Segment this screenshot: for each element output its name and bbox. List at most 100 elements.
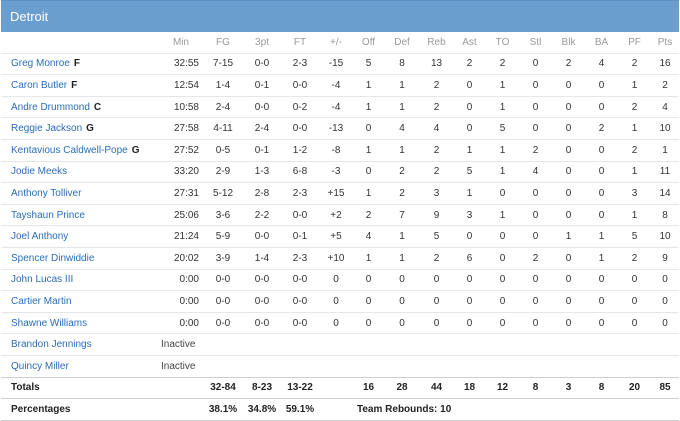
stat-pf: 1 — [618, 160, 651, 183]
player-cell: Reggie Jackson G — [1, 117, 159, 140]
player-cell: Cartier Martin — [1, 290, 159, 313]
stat-to: 1 — [486, 160, 519, 183]
header-stl: Stl — [529, 36, 542, 48]
player-row: Andre Drummond C 10:58 2-4 0-0 0-2 -4 1 1 2 0 1 0 0 0 2… — [1, 95, 679, 118]
player-name-link[interactable]: John Lucas III — [11, 274, 74, 286]
player-name-link[interactable]: Andre Drummond — [11, 101, 90, 113]
stat-stl: 0 — [519, 203, 552, 226]
team-rebounds: Team Rebounds: 10 — [353, 398, 552, 421]
stat-reb: 4 — [420, 117, 453, 140]
stat-ast: 3 — [453, 203, 486, 226]
stat-3pt: 0-0 — [243, 268, 281, 291]
stat-fg: 2-4 — [203, 95, 243, 118]
stat-ast: 0 — [453, 225, 486, 248]
header-ft: FT — [293, 36, 307, 48]
player-name-link[interactable]: Spencer Dinwiddie — [11, 252, 95, 264]
stat-to: 1 — [486, 95, 519, 118]
stat-def: 4 — [384, 117, 420, 140]
stat-blk: 0 — [552, 117, 585, 140]
player-row: Joel Anthony 21:24 5-9 0-0 0-1 +5 4 1 5 0 0 0 1 1 5 10 — [1, 225, 679, 248]
stat-pf: 1 — [618, 203, 651, 226]
stat-reb: 0 — [420, 290, 453, 313]
stat-pts: 4 — [651, 95, 679, 118]
player-name-link[interactable]: Cartier Martin — [11, 295, 72, 307]
stat-ba: 0 — [585, 138, 618, 162]
stat-off: 5 — [353, 52, 384, 75]
stat-ba: 2 — [585, 117, 618, 140]
stat-min: 21:24 — [159, 225, 203, 248]
stat-min: 20:02 — [159, 246, 203, 270]
player-cell: Anthony Tolliver — [1, 182, 159, 205]
player-name-link[interactable]: Greg Monroe — [11, 58, 70, 70]
totals-stl: 8 — [519, 376, 552, 399]
stat-3pt: 0-1 — [243, 74, 281, 97]
stat-pts: 10 — [651, 117, 679, 140]
stat-blk: 1 — [552, 225, 585, 248]
player-cell: Shawne Williams — [1, 311, 159, 334]
stat-fg: 3-6 — [203, 203, 243, 226]
player-cell: Joel Anthony — [1, 225, 159, 248]
stat-off: 2 — [353, 203, 384, 226]
stat-fg: 5-9 — [203, 225, 243, 248]
stat-plus-minus: +10 — [319, 246, 353, 270]
header-min: Min — [172, 36, 190, 48]
player-name-link[interactable]: Shawne Williams — [11, 317, 88, 329]
stat-ast: 0 — [453, 95, 486, 118]
player-name-link[interactable]: Jodie Meeks — [11, 166, 68, 178]
stat-pts: 0 — [651, 290, 679, 313]
stat-def: 7 — [384, 203, 420, 226]
stat-stl: 0 — [519, 311, 552, 334]
stat-off: 1 — [353, 246, 384, 270]
stat-reb: 13 — [420, 52, 453, 75]
stat-ft: 0-1 — [281, 225, 319, 248]
player-cell: Greg Monroe F — [1, 52, 159, 75]
player-cell: Tayshaun Prince — [1, 203, 159, 226]
stat-ft: 2-3 — [281, 52, 319, 75]
player-row: Shawne Williams 0:00 0-0 0-0 0-0 0 0 0 0 0 0 0 0 0 0 0 — [1, 311, 679, 334]
player-name-link[interactable]: Brandon Jennings — [11, 339, 92, 351]
stat-ast: 6 — [453, 246, 486, 270]
stat-ba: 0 — [585, 290, 618, 313]
stat-ba: 4 — [585, 52, 618, 75]
stat-pts: 1 — [651, 138, 679, 162]
stat-ba: 0 — [585, 160, 618, 183]
header-to: TO — [495, 36, 510, 48]
player-name-link[interactable]: Tayshaun Prince — [11, 209, 85, 221]
stat-fg: 0-5 — [203, 138, 243, 162]
player-row: Caron Butler F 12:54 1-4 0-1 0-0 -4 1 1 2 0 1 0 0 0 1 2 — [1, 74, 679, 97]
stat-reb: 2 — [420, 160, 453, 183]
stat-ast: 0 — [453, 117, 486, 140]
stat-to: 1 — [486, 138, 519, 162]
stat-stl: 0 — [519, 268, 552, 291]
stat-fg: 2-9 — [203, 160, 243, 183]
totals-blk: 3 — [552, 376, 585, 399]
stat-ft: 0-0 — [281, 268, 319, 291]
percentages-plus-minus — [319, 398, 353, 421]
stat-fg: 0-0 — [203, 268, 243, 291]
player-row: Anthony Tolliver 27:31 5-12 2-8 2-3 +15 1 2 3 1 0 0… — [1, 182, 679, 205]
stat-3pt: 1-3 — [243, 160, 281, 183]
player-name-link[interactable]: Reggie Jackson — [11, 123, 83, 135]
totals-ast: 18 — [453, 376, 486, 399]
player-name-link[interactable]: Quincy Miller — [11, 360, 69, 372]
stat-3pt: 0-0 — [243, 225, 281, 248]
stat-blk: 0 — [552, 160, 585, 183]
stat-off: 0 — [353, 268, 384, 291]
player-name-link[interactable]: Joel Anthony — [11, 231, 69, 243]
stat-reb: 2 — [420, 246, 453, 270]
totals-def: 28 — [384, 376, 420, 399]
stat-off: 0 — [353, 290, 384, 313]
player-name-link[interactable]: Anthony Tolliver — [11, 187, 82, 199]
stat-ba: 0 — [585, 203, 618, 226]
stat-pts: 16 — [651, 52, 679, 75]
stat-pts: 10 — [651, 225, 679, 248]
stat-off: 0 — [353, 311, 384, 334]
stat-plus-minus: -8 — [319, 138, 353, 162]
stat-pts: 9 — [651, 246, 679, 270]
team-name: Detroit — [10, 9, 49, 24]
player-name-link[interactable]: Caron Butler — [11, 79, 68, 91]
stat-stl: 0 — [519, 290, 552, 313]
player-name-link[interactable]: Kentavious Caldwell-Pope — [11, 144, 128, 156]
stat-to: 0 — [486, 290, 519, 313]
stat-ft: 0-0 — [281, 203, 319, 226]
